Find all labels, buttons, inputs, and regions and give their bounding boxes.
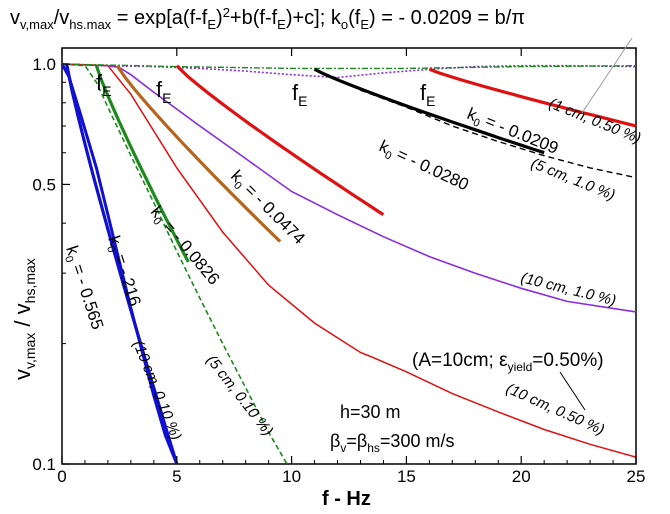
- plot-frame: [61, 47, 637, 465]
- series-line: [61, 63, 288, 465]
- y-tick-label: 0.1: [32, 455, 56, 474]
- fe-label: fE: [156, 77, 171, 106]
- x-tick-label: 25: [627, 467, 646, 486]
- x-tick-label: 5: [172, 467, 181, 486]
- x-tick-label: 20: [512, 467, 531, 486]
- y-tick-label: 1.0: [32, 55, 56, 74]
- chart-title: vv,max/vhs.max = exp[a(f-fE)2+b(f-fE)+c]…: [10, 5, 525, 32]
- series-label: (5 cm, 1.0 %): [529, 155, 618, 204]
- beta-label: βv=βhs=300 m/s: [330, 431, 454, 455]
- fe-label: fE: [96, 70, 111, 99]
- y-tick-label: 0.5: [32, 175, 56, 194]
- fit-layer: [65, 63, 637, 465]
- leader-line: [559, 371, 586, 411]
- x-tick-label: 0: [57, 467, 66, 486]
- legend-box-label: (A=10cm; εyield=0.50%): [412, 350, 604, 374]
- series-line: [61, 63, 637, 313]
- series-label: (10 cm, 0.10 %): [129, 338, 184, 443]
- k0-label: k0 = -.216: [101, 233, 144, 309]
- fit-line: [175, 64, 385, 217]
- fe-label: fE: [420, 80, 435, 109]
- fe-label: fE: [292, 80, 307, 109]
- series-label: (10 cm, 0.50 %): [503, 380, 607, 439]
- k0-label: k0 = - 0.565: [59, 243, 107, 332]
- series-label: (10 cm, 1.0 %): [519, 269, 618, 309]
- x-axis-label: f - Hz: [322, 488, 371, 510]
- k0-label: k0 = - 0.0474: [225, 166, 309, 250]
- fit-line: [313, 67, 545, 155]
- series-line: [60, 63, 179, 465]
- tick-layer: 0 5 10 15 20 25 1.0 0.5 0.1: [32, 48, 645, 486]
- fit-line: [65, 63, 179, 465]
- fit-line: [115, 64, 282, 243]
- y-axis-label: vv,max / vhs,max: [10, 258, 38, 380]
- k0-labels: k0 = - 0.565 k0 = -.216 k0 = - 0.0826 k0…: [59, 104, 561, 332]
- fe-labels: fE fE fE fE: [96, 70, 435, 109]
- fit-line: [428, 67, 637, 128]
- depth-label: h=30 m: [340, 402, 401, 422]
- x-tick-label: 15: [397, 467, 416, 486]
- series-label: (5 cm, 0.10 %): [203, 352, 276, 439]
- series-line: [61, 63, 637, 79]
- series-line: [61, 63, 637, 458]
- x-tick-label: 10: [282, 467, 301, 486]
- leader-line: [581, 37, 633, 114]
- k0-label: k0 = - 0.0280: [375, 136, 472, 197]
- fit-line: [94, 65, 190, 263]
